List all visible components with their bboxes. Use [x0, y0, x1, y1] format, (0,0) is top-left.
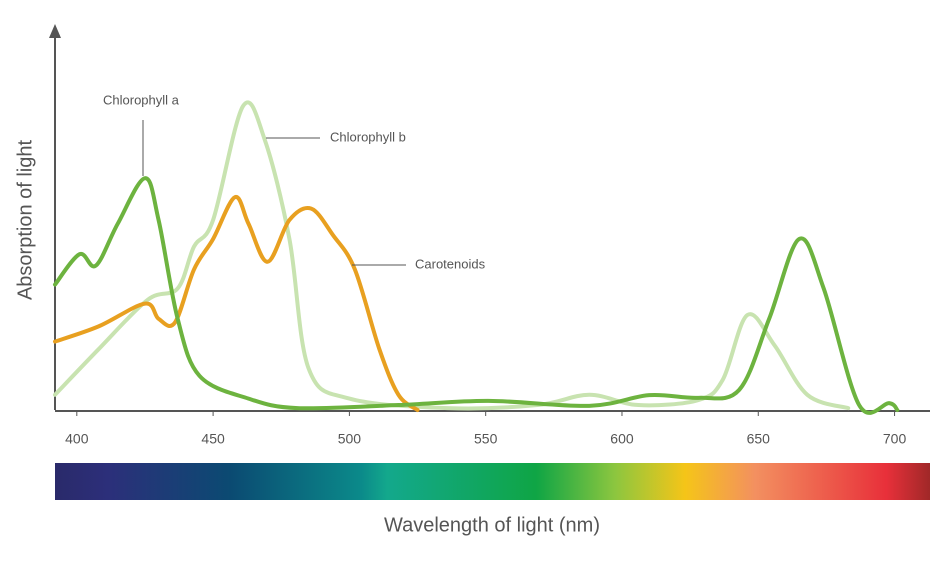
series-line [53, 100, 851, 411]
series-label: Carotenoids [415, 256, 486, 271]
x-tick-label: 500 [338, 431, 362, 447]
series-label: Chlorophyll a [103, 92, 180, 107]
x-tick-label: 400 [65, 431, 89, 447]
series-line [53, 176, 900, 415]
series-label: Chlorophyll b [330, 129, 406, 144]
spectrum-bar [55, 463, 930, 500]
x-axis-title: Wavelength of light (nm) [384, 514, 600, 536]
x-tick-label: 450 [201, 431, 225, 447]
x-tick-label: 700 [883, 431, 907, 447]
y-axis-arrow [49, 24, 61, 38]
series-line [53, 195, 420, 412]
y-axis-title: Absorption of light [14, 140, 36, 301]
x-tick-label: 650 [747, 431, 771, 447]
x-tick-label: 600 [610, 431, 634, 447]
x-tick-label: 550 [474, 431, 498, 447]
